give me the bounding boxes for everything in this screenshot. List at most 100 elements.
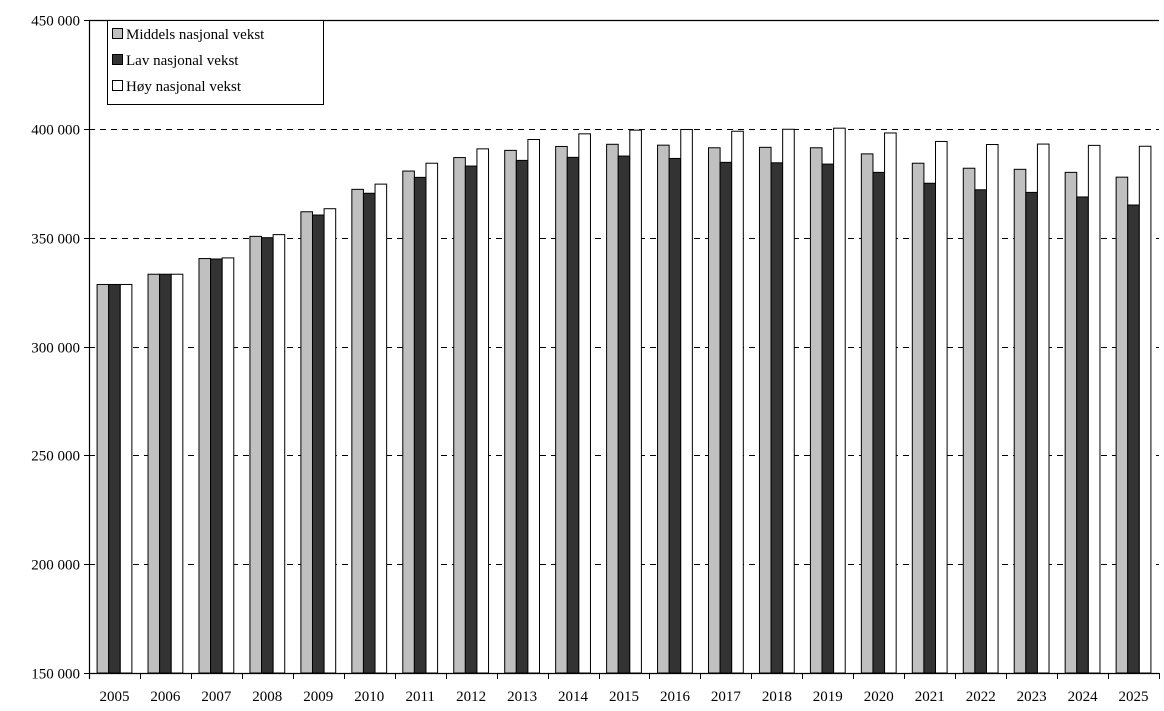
bar-2015-series-2 — [629, 129, 642, 674]
x-tick-label: 2010 — [354, 689, 384, 705]
x-tick-label: 2017 — [711, 689, 742, 705]
x-tick-label: 2022 — [966, 689, 996, 705]
bar-2011-series-1 — [413, 176, 427, 674]
bar-2012-series-2 — [476, 148, 490, 674]
bar-2008-series-1 — [261, 237, 274, 674]
bar-2020-series-2 — [884, 132, 897, 674]
bar-2019-series-1 — [821, 163, 835, 674]
y-tick-label: 400 000 — [31, 123, 80, 139]
x-tick-label: 2018 — [762, 689, 792, 705]
bar-2020-series-1 — [872, 171, 886, 674]
x-tick-label: 2009 — [303, 689, 333, 705]
legend-swatch-0 — [112, 28, 123, 39]
bar-2005-series-1 — [108, 283, 121, 674]
bar-2024-series-1 — [1076, 196, 1089, 674]
bar-2012-series-0 — [453, 157, 466, 674]
bar-2018-series-1 — [770, 162, 784, 674]
x-tick-label: 2023 — [1017, 689, 1047, 705]
bar-2021-series-0 — [911, 162, 925, 674]
bar-2021-series-1 — [923, 182, 937, 674]
bar-2015-series-0 — [606, 143, 619, 674]
axes — [84, 20, 1160, 679]
x-tick-label: 2005 — [100, 689, 130, 705]
bar-2007-series-2 — [221, 257, 235, 674]
x-tick-label: 2025 — [1119, 689, 1149, 705]
bar-2011-series-2 — [425, 162, 439, 674]
legend-box — [107, 20, 324, 105]
bar-2025-series-2 — [1138, 145, 1152, 674]
bar-2019-series-0 — [809, 147, 823, 674]
bar-2008-series-0 — [249, 235, 263, 674]
bar-2012-series-1 — [464, 165, 478, 674]
bar-2013-series-0 — [504, 149, 517, 674]
bar-2011-series-0 — [402, 170, 415, 674]
y-tick-labels: 150 000 200 000 250 000 300 000 350 000 400 0… — [31, 14, 80, 683]
bar-2013-series-1 — [515, 159, 529, 674]
bar-2009-series-1 — [311, 214, 325, 674]
legend-label-0: Middels nasjonal vekst — [126, 27, 265, 43]
bar-2017-series-1 — [719, 161, 733, 674]
x-tick-label: 2012 — [456, 689, 486, 705]
bar-2010-series-2 — [374, 183, 388, 674]
x-tick-label: 2013 — [507, 689, 537, 705]
bar-2013-series-2 — [527, 139, 541, 674]
legend-swatch-2 — [112, 80, 123, 91]
legend-label-2: Høy nasjonal vekst — [126, 79, 242, 95]
bar-2021-series-2 — [935, 140, 948, 674]
bar-2024-series-2 — [1087, 144, 1101, 674]
bar-2014-series-2 — [578, 133, 591, 674]
bar-2015-series-1 — [617, 155, 631, 674]
x-tick-label: 2014 — [558, 689, 589, 705]
bar-2014-series-1 — [566, 156, 580, 674]
bar-2005-series-0 — [96, 283, 110, 674]
bar-2008-series-2 — [272, 234, 286, 674]
x-tick-label: 2008 — [252, 689, 282, 705]
bar-2017-series-0 — [708, 147, 721, 674]
bar-2017-series-2 — [731, 130, 744, 674]
x-tick-label: 2021 — [915, 689, 945, 705]
bar-2016-series-2 — [680, 128, 693, 674]
bar-2006-series-0 — [147, 273, 161, 674]
x-tick-labels: 2005 2006 2007 2008 2009 2010 2011 2012 2013 2014… — [100, 689, 1149, 705]
bar-2005-series-2 — [119, 283, 133, 674]
y-tick-label: 450 000 — [31, 14, 80, 30]
bar-2016-series-0 — [657, 144, 670, 674]
x-tick-label: 2015 — [609, 689, 639, 705]
x-tick-label: 2006 — [150, 689, 181, 705]
y-tick-label: 350 000 — [31, 232, 80, 248]
bar-2010-series-0 — [351, 188, 364, 674]
x-tick-label: 2007 — [201, 689, 232, 705]
bar-2023-series-1 — [1025, 191, 1038, 674]
y-tick-label: 200 000 — [31, 558, 80, 574]
bar-2009-series-2 — [323, 208, 337, 674]
bar-2022-series-1 — [974, 189, 987, 674]
bar-2025-series-0 — [1115, 176, 1129, 674]
bar-2007-series-1 — [210, 258, 223, 674]
x-tick-label: 2024 — [1068, 689, 1099, 705]
legend: Middels nasjonal vekst Lav nasjonal vekst… — [107, 20, 324, 105]
x-tick-label: 2011 — [405, 689, 434, 705]
y-tick-label: 250 000 — [31, 449, 80, 465]
bar-2022-series-0 — [962, 167, 976, 674]
bar-2018-series-2 — [782, 128, 795, 674]
bar-2018-series-0 — [758, 146, 772, 674]
bar-2014-series-0 — [555, 145, 568, 674]
bars — [96, 127, 1152, 674]
x-tick-label: 2020 — [864, 689, 894, 705]
bar-2019-series-2 — [833, 127, 846, 674]
bar-2024-series-0 — [1064, 171, 1078, 674]
y-tick-label: 300 000 — [31, 341, 80, 357]
bar-2022-series-2 — [985, 144, 999, 674]
bar-2023-series-2 — [1036, 143, 1050, 674]
x-tick-label: 2016 — [660, 689, 691, 705]
bar-2020-series-0 — [860, 153, 874, 674]
bar-2009-series-0 — [300, 211, 313, 674]
bar-2025-series-1 — [1127, 204, 1140, 674]
bar-2006-series-1 — [159, 273, 172, 674]
bar-2007-series-0 — [198, 258, 212, 674]
bar-2010-series-1 — [362, 192, 376, 674]
legend-label-1: Lav nasjonal vekst — [126, 53, 239, 69]
bar-2016-series-1 — [668, 157, 682, 674]
bar-2023-series-0 — [1013, 168, 1027, 674]
